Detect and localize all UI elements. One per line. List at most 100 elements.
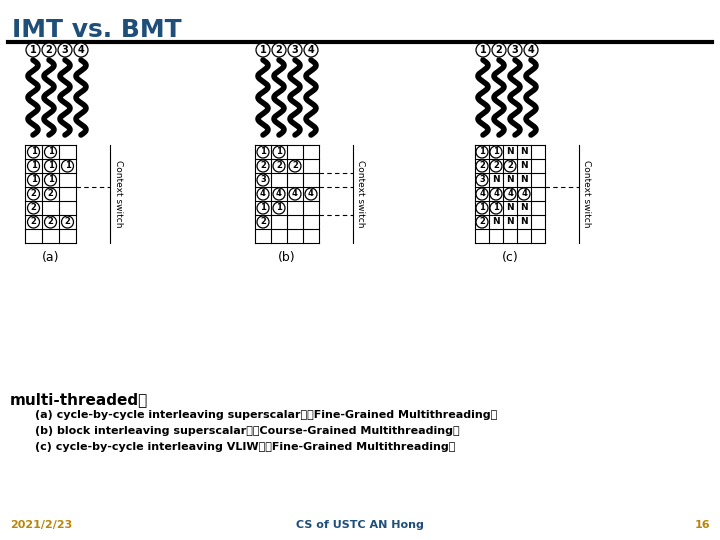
Circle shape [273,188,285,200]
Text: 2: 2 [260,218,266,226]
Text: 2: 2 [30,218,37,226]
Text: 1: 1 [260,204,266,213]
Text: N: N [506,204,514,213]
Text: N: N [520,161,528,171]
Circle shape [257,202,269,214]
Text: 2: 2 [48,190,53,199]
Circle shape [492,43,506,57]
Circle shape [45,160,56,172]
Circle shape [289,160,301,172]
Circle shape [304,43,318,57]
Text: 4: 4 [507,190,513,199]
Text: 4: 4 [307,45,315,55]
Text: N: N [492,218,500,226]
Text: 2: 2 [479,218,485,226]
Text: IMT vs. BMT: IMT vs. BMT [12,18,181,42]
Circle shape [524,43,538,57]
Circle shape [288,43,302,57]
Circle shape [273,202,285,214]
Circle shape [27,202,40,214]
Text: 1: 1 [260,147,266,157]
Circle shape [257,188,269,200]
Text: multi-threaded：: multi-threaded： [10,392,148,407]
Text: (a) cycle-by-cycle interleaving superscalar　（Fine-Grained Multithreading）: (a) cycle-by-cycle interleaving supersca… [35,410,498,420]
Text: 2: 2 [45,45,53,55]
Text: 2: 2 [493,161,499,171]
Text: 2: 2 [479,161,485,171]
Text: 4: 4 [493,190,499,199]
Text: 4: 4 [292,190,298,199]
Circle shape [490,202,502,214]
Circle shape [27,160,40,172]
Circle shape [490,146,502,158]
Text: 4: 4 [260,190,266,199]
Text: 2: 2 [276,45,282,55]
Circle shape [504,188,516,200]
Text: 1: 1 [493,204,499,213]
Text: N: N [520,204,528,213]
Circle shape [289,188,301,200]
Circle shape [27,188,40,200]
Text: 1: 1 [276,147,282,157]
Circle shape [256,43,270,57]
Text: 2: 2 [276,161,282,171]
Text: CS of USTC AN Hong: CS of USTC AN Hong [296,520,424,530]
Circle shape [476,43,490,57]
Circle shape [45,216,56,228]
Text: 4: 4 [276,190,282,199]
Circle shape [45,174,56,186]
Text: N: N [506,176,514,185]
Text: N: N [492,176,500,185]
Circle shape [272,43,286,57]
Text: 3: 3 [479,176,485,185]
Text: 1: 1 [30,176,37,185]
Text: (b): (b) [278,251,296,264]
Text: 2: 2 [48,218,53,226]
Text: 4: 4 [521,190,527,199]
Text: N: N [506,218,514,226]
Circle shape [476,216,488,228]
Text: 2: 2 [507,161,513,171]
Circle shape [518,188,530,200]
Circle shape [476,146,488,158]
Circle shape [45,146,56,158]
Circle shape [61,216,73,228]
Text: (a): (a) [42,251,59,264]
Circle shape [27,146,40,158]
Circle shape [257,160,269,172]
Circle shape [305,188,317,200]
Circle shape [504,160,516,172]
Text: 2: 2 [30,190,37,199]
Circle shape [508,43,522,57]
Text: 2: 2 [495,45,503,55]
Circle shape [476,188,488,200]
Text: 1: 1 [260,45,266,55]
Circle shape [490,188,502,200]
Text: 4: 4 [308,190,314,199]
Text: 4: 4 [528,45,534,55]
Text: (b) block interleaving superscalar　（Course-Grained Multithreading）: (b) block interleaving superscalar （Cour… [35,426,459,436]
Circle shape [42,43,56,57]
Circle shape [476,202,488,214]
Circle shape [273,160,285,172]
Text: 1: 1 [30,161,37,171]
Text: 3: 3 [62,45,68,55]
Text: N: N [506,147,514,157]
Text: 1: 1 [30,147,37,157]
Circle shape [27,174,40,186]
Circle shape [257,216,269,228]
Text: 2: 2 [65,218,71,226]
Text: 1: 1 [48,176,53,185]
Text: 3: 3 [512,45,518,55]
Text: N: N [520,147,528,157]
Text: 1: 1 [48,161,53,171]
Circle shape [476,160,488,172]
Circle shape [476,174,488,186]
Circle shape [26,43,40,57]
Circle shape [74,43,88,57]
Text: Context switch: Context switch [582,160,592,228]
Text: 3: 3 [260,176,266,185]
Text: Context switch: Context switch [114,160,122,228]
Circle shape [257,174,269,186]
Text: 1: 1 [65,161,71,171]
